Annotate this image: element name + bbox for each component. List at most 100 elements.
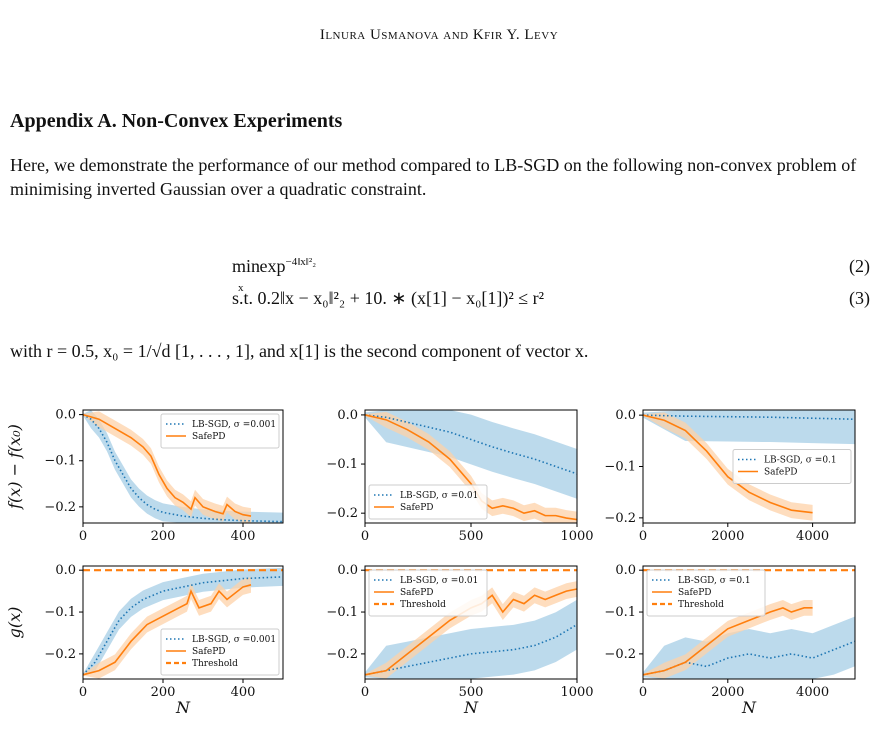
- y-axis-label: g(x): [5, 607, 24, 639]
- x-tick-label: 0: [79, 685, 87, 700]
- x-axis-label: N: [741, 698, 757, 717]
- series-line-lbsgd: [82, 576, 284, 676]
- legend-box: [368, 484, 488, 520]
- legend: LB-SGD, σ =0.1 SafePD: [732, 449, 852, 484]
- x-tick-label: 200: [151, 529, 176, 544]
- x-tick-label: 0: [361, 529, 369, 544]
- chart-panel-4: 0 200 400 0.0 −0.1 −0.2 g(x) N LB-SGD, σ =0.001 S…: [5, 563, 284, 717]
- legend-box: [160, 628, 280, 676]
- series-line-safepd: [364, 588, 578, 676]
- x-tick-label: 0: [361, 685, 369, 700]
- legend-box: [732, 449, 852, 484]
- series-line-safepd: [642, 606, 813, 676]
- band-safepd: [83, 576, 251, 679]
- band-lbsgd: [365, 599, 577, 679]
- x-tick-label: 0: [639, 529, 647, 544]
- band-safepd: [643, 412, 813, 521]
- y-tick-label: −0.2: [44, 500, 76, 515]
- series-line-lbsgd: [82, 413, 284, 523]
- equation-objective: min x exp−4‖x‖²₂: [232, 256, 317, 294]
- y-tick-label: 0.0: [615, 408, 636, 423]
- legend-box: [646, 569, 766, 617]
- running-header: Ilnura Usmanova and Kfir Y. Levy: [319, 27, 559, 43]
- legend-label: LB-SGD, σ =0.001: [192, 635, 276, 645]
- legend-label: SafePD: [192, 432, 225, 442]
- y-tick-label: −0.1: [44, 454, 76, 469]
- eq-min-sub: x: [238, 281, 244, 294]
- eq-min: min: [232, 256, 261, 276]
- y-tick-label: 0.0: [337, 408, 358, 423]
- x-tick-label: 0: [79, 529, 87, 544]
- x-tick-label: 400: [231, 685, 256, 700]
- band-lbsgd: [83, 410, 283, 523]
- y-tick-label: 0.0: [55, 563, 76, 578]
- legend-label: Threshold: [192, 659, 238, 669]
- series-line-lbsgd: [364, 414, 578, 475]
- chart-panel-3: 0 2000 4000 0.0 −0.1 −0.2 LB-SGD, σ =0.1 SafePD: [604, 408, 856, 544]
- x-tick-label: 1000: [560, 685, 593, 700]
- band-safepd: [365, 581, 577, 679]
- legend-label: LB-SGD, σ =0.001: [192, 420, 276, 430]
- legend: LB-SGD, σ =0.1 SafePD Threshold: [646, 569, 766, 617]
- y-tick-label: −0.1: [44, 605, 76, 620]
- legend-label: SafePD: [400, 503, 433, 513]
- legend: LB-SGD, σ =0.01 SafePD Threshold: [368, 569, 488, 617]
- band-lbsgd: [83, 567, 283, 676]
- legend: LB-SGD, σ =0.001 SafePD: [160, 413, 280, 449]
- legend-label: LB-SGD, σ =0.1: [678, 576, 751, 586]
- legend-label: SafePD: [192, 647, 225, 657]
- eq-number-3: (3): [849, 288, 870, 308]
- axes-frame: [642, 565, 856, 680]
- y-tick-label: −0.2: [326, 647, 358, 662]
- legend-box: [368, 569, 488, 617]
- legend-box: [160, 413, 280, 449]
- series-line-safepd: [642, 414, 813, 514]
- legend-label: SafePD: [764, 468, 797, 478]
- y-axis-label: f(x) − f(x₀): [5, 424, 24, 510]
- band-safepd: [365, 411, 577, 523]
- y-tick-label: −0.2: [604, 647, 636, 662]
- eq-number-2: (2): [849, 256, 870, 276]
- axes-frame: [82, 565, 284, 680]
- legend: LB-SGD, σ =0.001 SafePD Threshold: [160, 628, 280, 676]
- band-lbsgd: [643, 616, 855, 679]
- y-tick-label: −0.2: [604, 511, 636, 526]
- x-tick-label: 0: [639, 685, 647, 700]
- x-tick-label: 2000: [711, 685, 744, 700]
- x-axis-label: N: [175, 698, 191, 717]
- x-tick-label: 2000: [711, 529, 744, 544]
- series-line-safepd: [364, 414, 578, 521]
- equation-constraint: s.t. 0.2‖x − x₀‖²₂ + 10. ∗ (x[1] − x₀[1]…: [232, 288, 545, 308]
- x-tick-label: 4000: [796, 529, 829, 544]
- definition-paragraph: with r = 0.5, x₀ = 1/√d [1, . . . , 1], …: [10, 341, 589, 361]
- y-tick-label: 0.0: [337, 563, 358, 578]
- band-safepd: [643, 599, 813, 679]
- legend-label: LB-SGD, σ =0.01: [400, 491, 478, 501]
- legend-label: LB-SGD, σ =0.01: [400, 576, 478, 586]
- chart-panel-5: 0 500 1000 0.0 −0.1 −0.2 N LB-SGD, σ =0.01 SafeP…: [326, 563, 593, 717]
- y-tick-label: −0.2: [44, 647, 76, 662]
- legend-label: Threshold: [678, 600, 724, 610]
- x-tick-label: 400: [231, 529, 256, 544]
- series-line-safepd: [82, 413, 252, 517]
- x-axis-label: N: [463, 698, 479, 717]
- chart-panel-2: 0 500 1000 0.0 −0.1 −0.2 LB-SGD, σ =0.01 SafePD: [326, 408, 593, 544]
- band-safepd: [83, 411, 251, 523]
- legend-label: LB-SGD, σ =0.1: [764, 456, 837, 466]
- x-tick-label: 1000: [560, 529, 593, 544]
- legend-label: SafePD: [400, 588, 433, 598]
- series-line-safepd: [82, 584, 252, 676]
- x-tick-label: 4000: [796, 685, 829, 700]
- x-tick-label: 500: [459, 529, 484, 544]
- y-tick-label: −0.2: [326, 506, 358, 521]
- chart-panel-6: 0 2000 4000 0.0 −0.1 −0.2 N LB-SGD, σ =0.1 SafeP…: [604, 563, 856, 717]
- eq-exponent: −4‖x‖²₂: [285, 256, 317, 268]
- y-tick-label: −0.1: [326, 457, 358, 472]
- y-tick-label: 0.0: [55, 408, 76, 423]
- legend-label: Threshold: [400, 600, 446, 610]
- legend: LB-SGD, σ =0.01 SafePD: [368, 484, 488, 520]
- x-tick-label: 200: [151, 685, 176, 700]
- y-tick-label: −0.1: [604, 460, 636, 475]
- series-line-lbsgd: [642, 414, 856, 421]
- eq-exp: exp: [259, 256, 286, 276]
